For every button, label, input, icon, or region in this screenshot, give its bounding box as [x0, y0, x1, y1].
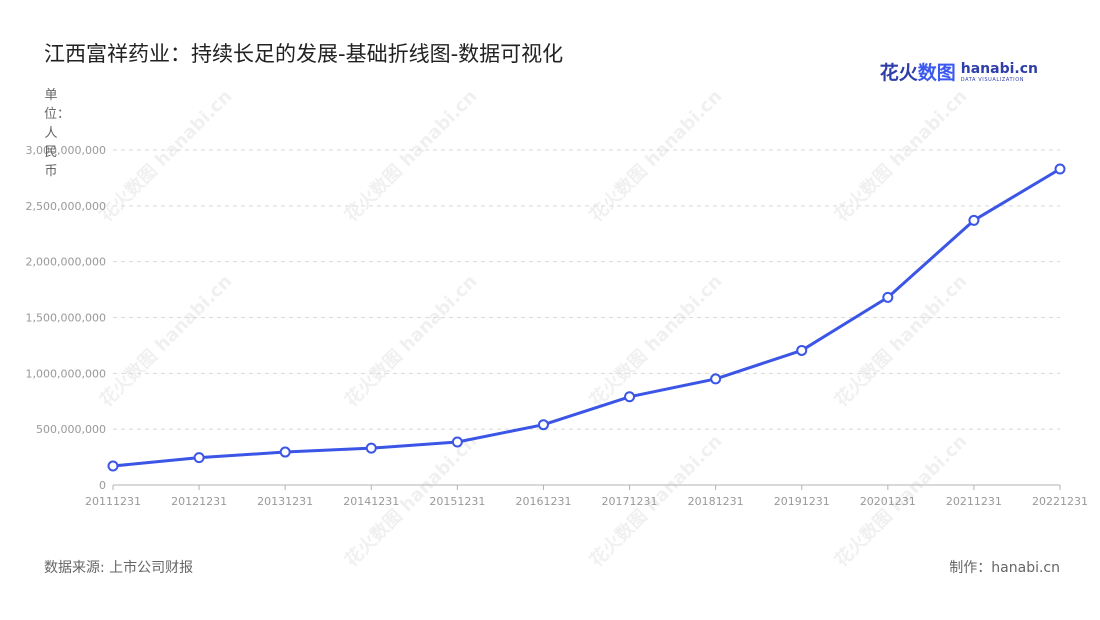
watermark: 花火数图 hanabi.cn [95, 270, 236, 411]
data-point [882, 291, 894, 303]
x-axis: 20111231 20121231 20131231 20141231 20151231… [85, 484, 1088, 508]
logo-chinese: 花火数图 [880, 60, 956, 86]
data-point [796, 344, 808, 356]
x-tick-label: 20111231 [85, 495, 141, 508]
logo-cn-prefix: 花火 [879, 62, 918, 84]
x-tick-label: 20181231 [688, 495, 744, 508]
x-tick-label: 20191231 [774, 495, 830, 508]
data-point [624, 391, 636, 403]
credit: 制作：hanabi.cn [949, 560, 1060, 576]
data-point [365, 442, 377, 454]
gridlines [113, 149, 1060, 430]
data-point [1054, 163, 1066, 175]
x-tick-label: 20201231 [860, 495, 916, 508]
series-line-layer [107, 163, 1066, 472]
chart-title: 江西富祥药业：持续长足的发展-基础折线图-数据可视化 [44, 42, 564, 66]
x-tick-label: 20151231 [429, 495, 485, 508]
y-tick-label: 1,000,000,000 [26, 367, 106, 380]
watermark: 花火数图 hanabi.cn [340, 270, 481, 411]
y-tick-label: 1,500,000,000 [26, 312, 106, 325]
watermark: 花火数图 hanabi.cn [585, 85, 726, 226]
data-point [537, 419, 549, 431]
x-tick-label: 20121231 [171, 495, 227, 508]
x-tick-label: 20161231 [515, 495, 571, 508]
logo-english: hanabi.cn DATA VISUALIZATION [960, 60, 1038, 84]
y-tick-label: 500,000,000 [36, 423, 106, 436]
y-axis-unit-label: 单位：人民币 [44, 88, 71, 179]
y-tick-label: 0 [99, 479, 106, 492]
data-point [710, 373, 722, 385]
x-tick-label: 20141231 [343, 495, 399, 508]
x-tick-label: 20171231 [602, 495, 658, 508]
logo-tagline: DATA VISUALIZATION [960, 77, 1025, 83]
data-point [279, 446, 291, 458]
y-tick-label: 2,000,000,000 [26, 256, 106, 269]
watermark: 花火数图 hanabi.cn [95, 85, 236, 226]
y-tick-label: 2,500,000,000 [26, 200, 106, 213]
data-point [968, 214, 980, 226]
data-source: 数据来源: 上市公司财报 [44, 560, 194, 576]
x-tick-label: 20221231 [1032, 495, 1088, 508]
data-point [107, 460, 119, 472]
data-point [451, 436, 463, 448]
watermark: 花火数图 hanabi.cn [830, 85, 971, 226]
series-line [112, 167, 1061, 468]
logo-cn-suffix: 数图 [917, 62, 956, 84]
x-tick-label: 20131231 [257, 495, 313, 508]
y-axis-ticks: 0 500,000,000 1,000,000,000 1,500,000,000 2,… [26, 144, 106, 492]
watermark: 花火数图 hanabi.cn [830, 270, 971, 411]
x-tick-label: 20211231 [946, 495, 1002, 508]
brand-logo: 花火数图 hanabi.cn DATA VISUALIZATION [880, 60, 1038, 86]
watermark: 花火数图 hanabi.cn [340, 85, 481, 226]
logo-en-text: hanabi.cn [960, 61, 1038, 77]
y-tick-label: 3,000,000,000 [26, 144, 106, 157]
data-point [193, 452, 205, 464]
